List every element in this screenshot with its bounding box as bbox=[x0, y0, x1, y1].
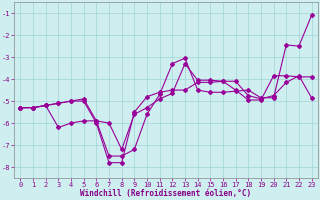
X-axis label: Windchill (Refroidissement éolien,°C): Windchill (Refroidissement éolien,°C) bbox=[80, 189, 252, 198]
